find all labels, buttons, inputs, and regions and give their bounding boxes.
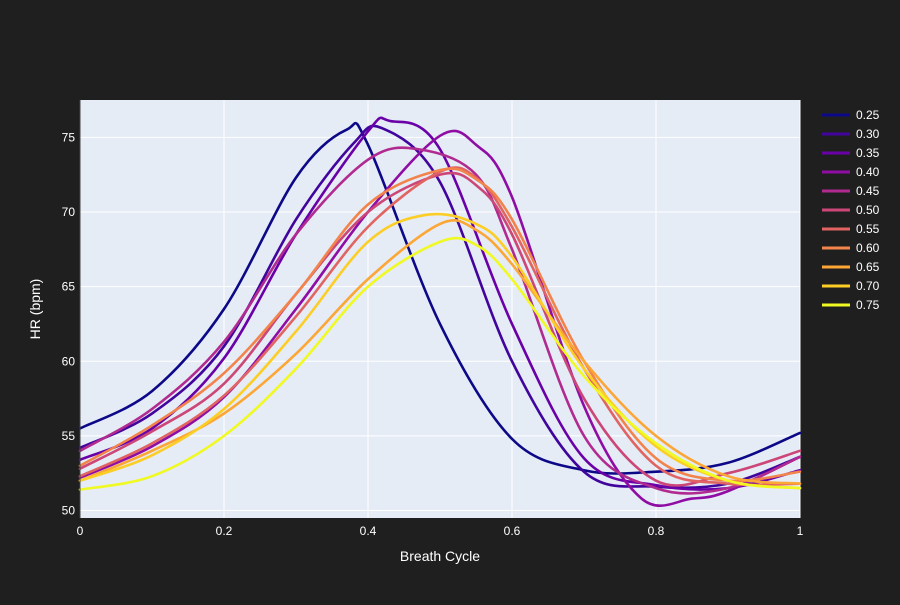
series-line-0-70 [78, 212, 802, 490]
legend-label: 0.60 [856, 241, 880, 255]
y-tick-label: 70 [62, 205, 76, 219]
legend-item-0-55[interactable]: 0.55 [822, 222, 880, 236]
legend-item-0-25[interactable]: 0.25 [822, 108, 880, 122]
legend-item-0-50[interactable]: 0.50 [822, 203, 880, 217]
x-axis-title: Breath Cycle [400, 548, 480, 564]
legend-label: 0.35 [856, 146, 880, 160]
axes: 0 0.2 0.4 0.6 0.8 1 50 55 60 65 70 75 [62, 100, 804, 538]
x-tick-label: 1 [797, 524, 804, 538]
y-axis-title: HR (bpm) [27, 279, 43, 340]
x-tick-label: 0.4 [360, 524, 377, 538]
y-tick-label: 65 [62, 280, 76, 294]
legend-label: 0.50 [856, 203, 880, 217]
legend-label: 0.55 [856, 222, 880, 236]
legend-label: 0.75 [856, 298, 880, 312]
legend-item-0-35[interactable]: 0.35 [822, 146, 880, 160]
legend-label: 0.30 [856, 127, 880, 141]
x-tick-label: 0.8 [648, 524, 665, 538]
series-line-0-35 [78, 116, 802, 491]
series-line-0-65 [78, 219, 802, 485]
x-tick-label: 0.6 [504, 524, 521, 538]
legend-label: 0.45 [856, 184, 880, 198]
legend-label: 0.65 [856, 260, 880, 274]
legend-item-0-75[interactable]: 0.75 [822, 298, 880, 312]
series-line-0-55 [78, 166, 802, 487]
legend-item-0-60[interactable]: 0.60 [822, 241, 880, 255]
legend[interactable]: 0.25 0.30 0.35 0.40 0.45 0.50 0.55 0.60 0.65 0.70… [822, 108, 880, 312]
y-tick-label: 50 [62, 504, 76, 518]
x-tick-label: 0 [77, 524, 84, 538]
legend-item-0-70[interactable]: 0.70 [822, 279, 880, 293]
legend-item-0-40[interactable]: 0.40 [822, 165, 880, 179]
y-tick-label: 75 [62, 130, 76, 144]
legend-label: 0.25 [856, 108, 880, 122]
series-line-0-25 [78, 121, 802, 475]
legend-label: 0.40 [856, 165, 880, 179]
legend-item-0-45[interactable]: 0.45 [822, 184, 880, 198]
series-line-0-60 [78, 167, 802, 483]
series-line-0-75 [78, 236, 802, 491]
y-tick-label: 60 [62, 354, 76, 368]
legend-label: 0.70 [856, 279, 880, 293]
y-tick-label: 55 [62, 429, 76, 443]
series-line-0-50 [78, 171, 802, 487]
x-tick-label: 0.2 [216, 524, 233, 538]
legend-item-0-30[interactable]: 0.30 [822, 127, 880, 141]
legend-item-0-65[interactable]: 0.65 [822, 260, 880, 274]
series-line-0-30 [78, 124, 802, 490]
series-lines [78, 116, 802, 507]
series-line-0-45 [78, 146, 802, 495]
plot-area [80, 100, 800, 518]
